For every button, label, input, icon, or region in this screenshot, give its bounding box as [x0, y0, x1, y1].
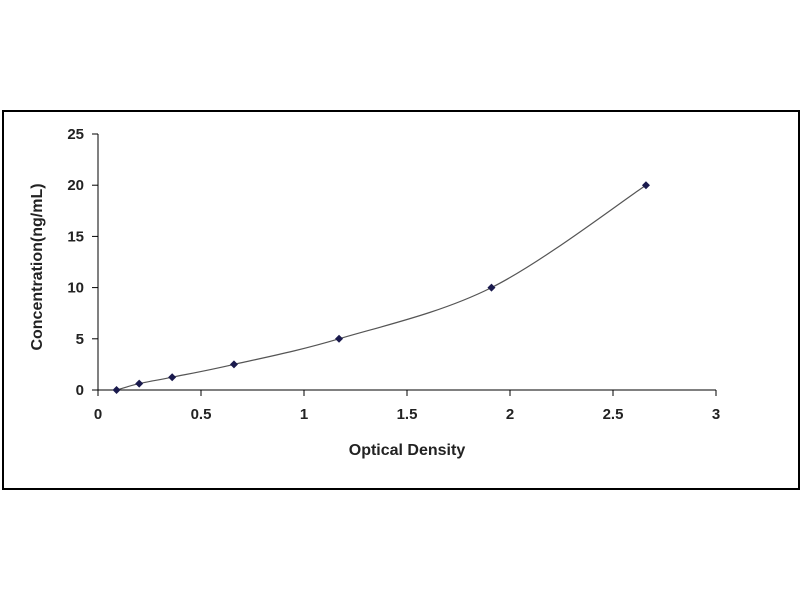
tick-labels: 0 0.5 1 1.5 2 2.5 3 0 5 10 15 20 25: [67, 126, 720, 423]
x-axis-title: Optical Density: [349, 442, 466, 459]
y-tick-label: 5: [76, 331, 84, 348]
x-tick-label: 2.5: [603, 406, 624, 423]
data-point: [112, 386, 121, 394]
chart-frame: 0 0.5 1 1.5 2 2.5 3 0 5 10 15 20 25 Optical Density …: [2, 110, 800, 490]
fit-curve: [116, 184, 647, 391]
y-tick-label: 0: [76, 382, 84, 399]
data-point: [335, 334, 344, 343]
data-point: [135, 379, 144, 388]
y-axis-title: Concentration(ng/mL): [29, 183, 46, 350]
y-tick-label: 20: [67, 177, 84, 194]
data-point: [487, 283, 496, 292]
x-tick-label: 0: [94, 406, 102, 423]
x-tick-label: 1: [300, 406, 308, 423]
x-tick-label: 3: [712, 406, 720, 423]
data-points: [112, 181, 650, 394]
data-point: [229, 360, 238, 369]
y-tick-label: 15: [67, 228, 84, 245]
axes: [92, 133, 717, 396]
data-point: [168, 373, 177, 382]
x-tick-label: 0.5: [191, 406, 212, 423]
x-tick-label: 2: [506, 406, 514, 423]
y-tick-label: 25: [67, 126, 84, 143]
data-point: [641, 181, 650, 190]
x-tick-label: 1.5: [397, 406, 418, 423]
y-tick-label: 10: [67, 280, 84, 297]
